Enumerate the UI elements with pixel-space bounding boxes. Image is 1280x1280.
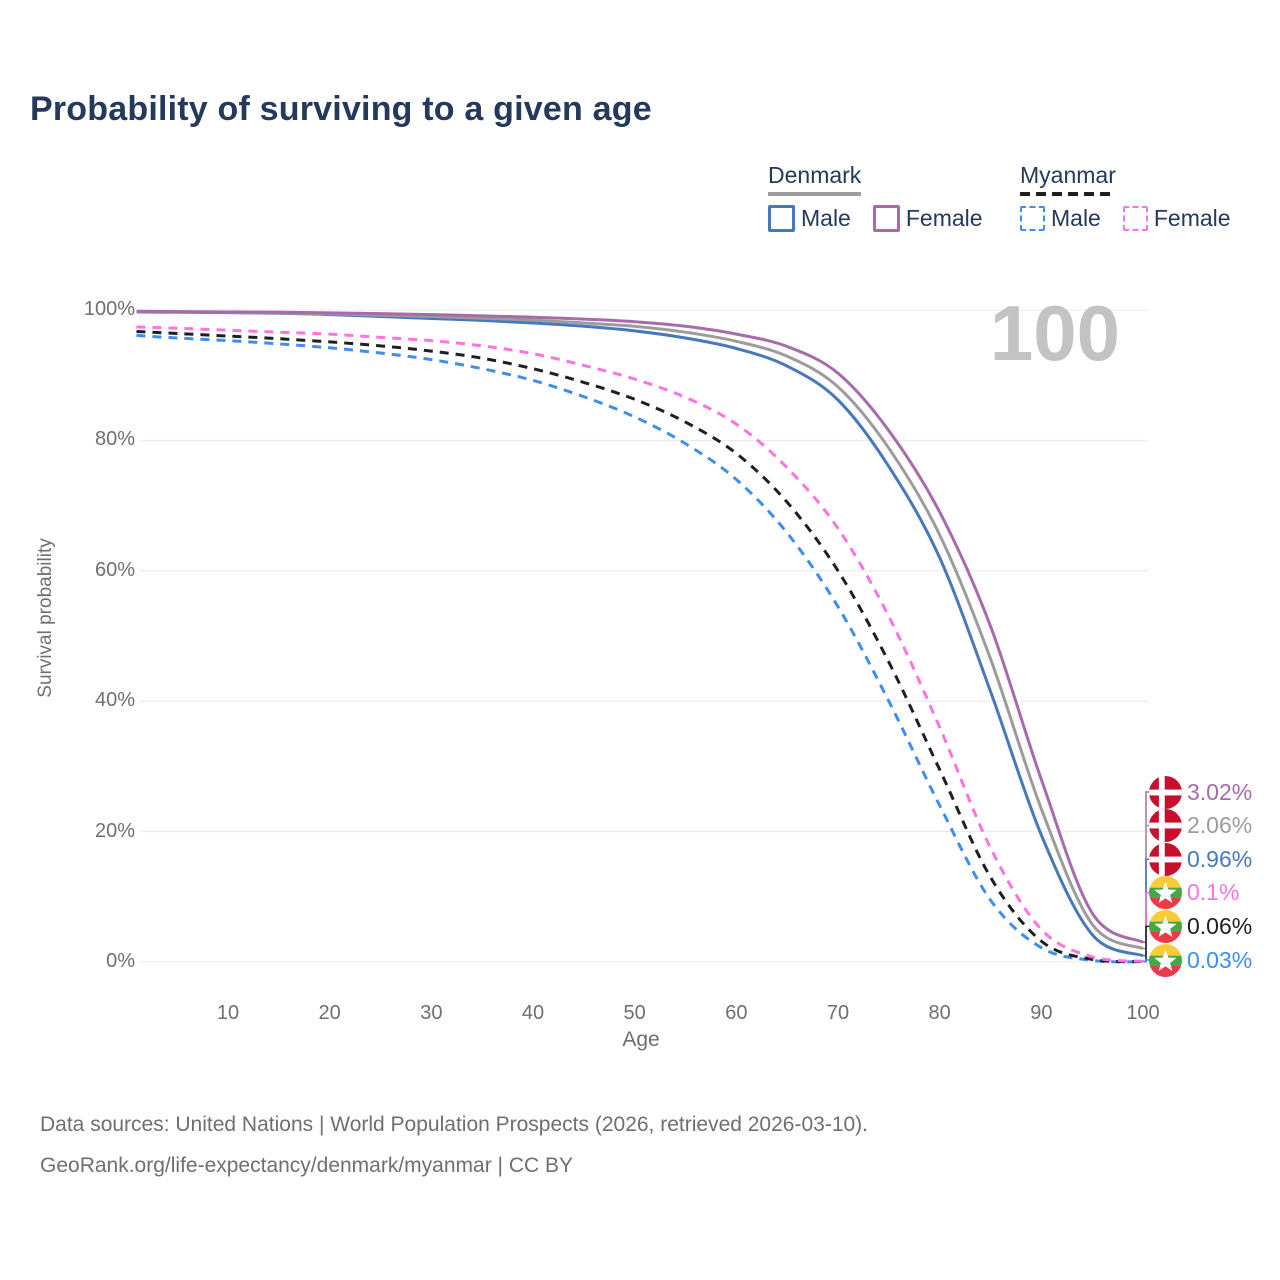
end-label-myanmar-male: 0.03% — [1149, 943, 1252, 977]
legend-swatch-icon — [768, 205, 795, 232]
legend-items-myanmar: Male Female — [1020, 205, 1231, 232]
end-label-value: 0.1% — [1187, 879, 1240, 906]
legend-header-myanmar[interactable]: Myanmar — [1020, 162, 1116, 196]
legend-item-denmark-female[interactable]: Female — [872, 205, 983, 232]
legend-header-label: Denmark — [768, 162, 862, 188]
legend-header-label: Myanmar — [1020, 162, 1116, 188]
x-tick-label: 100 — [1126, 1002, 1160, 1024]
legend-group-myanmar: Myanmar Male Female — [1020, 162, 1231, 232]
end-label-myanmar-female: 0.1% — [1149, 876, 1239, 910]
end-label-connector — [1143, 959, 1151, 963]
series-line-denmark-female — [136, 309, 1144, 944]
myanmar-flag-icon — [1149, 943, 1182, 977]
denmark-flag-icon — [1149, 842, 1182, 876]
denmark-flag-icon — [1149, 775, 1182, 809]
series-line-myanmar-female — [136, 325, 1144, 963]
x-tick-label: 50 — [623, 1002, 646, 1024]
denmark-flag-icon — [1149, 809, 1182, 843]
end-label-myanmar-both: 0.06% — [1149, 909, 1252, 943]
x-tick-label: 60 — [725, 1002, 748, 1024]
y-tick-label: 0% — [106, 950, 135, 972]
x-tick-label: 10 — [216, 1002, 240, 1024]
y-tick-label: 60% — [94, 558, 135, 581]
end-label-denmark-female: 3.02% — [1149, 775, 1252, 809]
end-label-value: 2.06% — [1187, 812, 1253, 839]
footer-sources-line: Data sources: United Nations | World Pop… — [40, 1113, 869, 1136]
legend-item-myanmar-male[interactable]: Male — [1020, 205, 1101, 232]
legend-line-sample-solid — [768, 192, 862, 196]
page-title: Probability of surviving to a given age — [30, 90, 652, 128]
myanmar-flag-icon — [1149, 876, 1182, 910]
current-age-watermark: 100 — [989, 289, 1120, 377]
legend-swatch-icon — [1122, 206, 1148, 231]
end-label-value: 0.03% — [1187, 946, 1253, 973]
x-axis-title: Age — [622, 1028, 660, 1051]
legend-swatch-icon — [872, 205, 900, 232]
legend-item-label: Female — [1153, 205, 1231, 231]
legend-items-denmark: Male Female — [768, 205, 983, 232]
footer: Data sources: United Nations | World Pop… — [40, 1104, 868, 1186]
legend-swatch-icon — [1020, 206, 1045, 231]
myanmar-flag-icon — [1149, 909, 1182, 943]
legend-group-denmark: Denmark Male Female — [768, 162, 983, 232]
legend-header-denmark[interactable]: Denmark — [768, 162, 862, 196]
footer-link-line[interactable]: GeoRank.org/life-expectancy/denmark/myan… — [40, 1154, 573, 1177]
y-tick-label: 80% — [94, 428, 135, 451]
legend-item-myanmar-female[interactable]: Female — [1122, 205, 1231, 232]
end-label-value: 0.06% — [1187, 912, 1253, 939]
legend-line-sample-dashed — [1020, 192, 1116, 196]
x-tick-label: 40 — [521, 1002, 545, 1024]
y-tick-label: 40% — [94, 689, 135, 712]
y-tick-label: 20% — [94, 819, 135, 842]
end-label-value: 3.02% — [1187, 778, 1253, 805]
end-label-denmark-both: 2.06% — [1149, 809, 1252, 843]
series-line-myanmar-male — [136, 333, 1144, 964]
legend-item-label: Female — [905, 205, 983, 231]
y-tick-label: 100% — [83, 298, 135, 320]
series-line-myanmar-both — [136, 330, 1144, 964]
legend-item-label: Male — [801, 205, 851, 231]
x-tick-label: 30 — [420, 1002, 443, 1024]
end-label-denmark-male: 0.96% — [1149, 842, 1252, 876]
x-tick-label: 20 — [318, 1002, 341, 1024]
x-tick-label: 70 — [826, 1002, 850, 1024]
legend-item-denmark-male[interactable]: Male — [768, 205, 851, 232]
end-label-value: 0.96% — [1187, 845, 1253, 872]
x-tick-label: 90 — [1030, 1002, 1053, 1024]
x-tick-label: 80 — [928, 1002, 951, 1024]
legend-item-label: Male — [1051, 205, 1101, 231]
